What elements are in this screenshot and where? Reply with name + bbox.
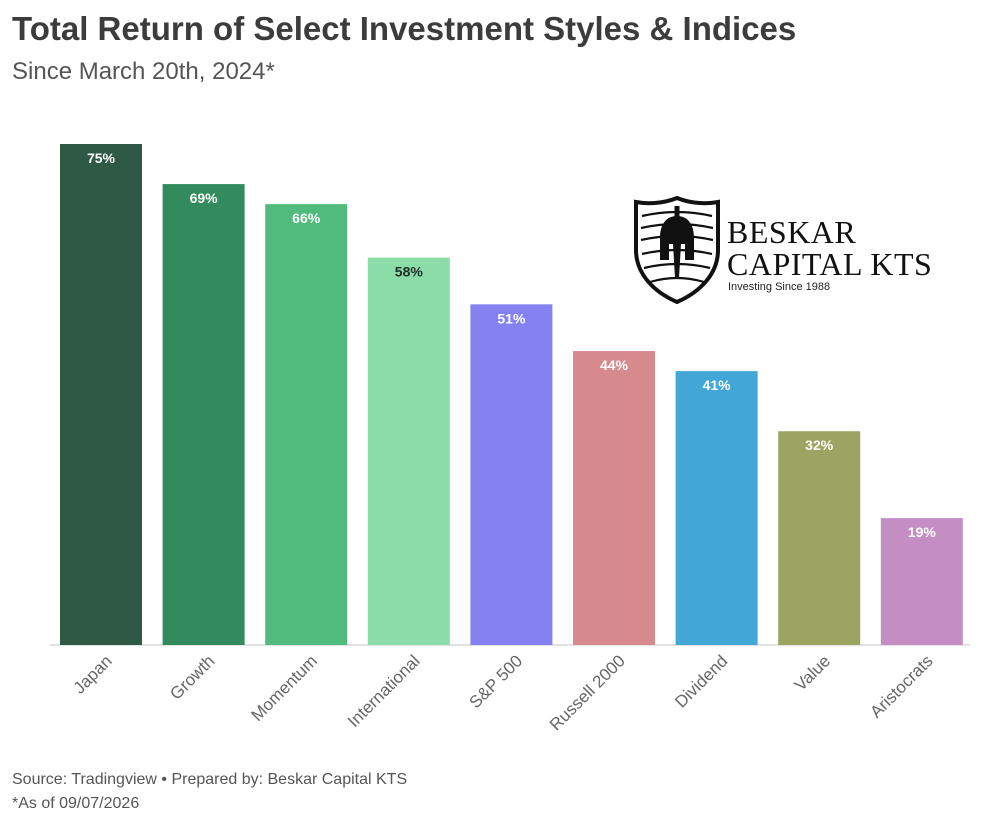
x-tick-label: International (344, 651, 424, 731)
chart-title: Total Return of Select Investment Styles… (12, 10, 797, 47)
bar-s-p-500 (470, 304, 553, 645)
bar-data-label: 41% (703, 377, 732, 393)
x-tick-label: Growth (166, 651, 218, 703)
footer-source: Source: Tradingview • Prepared by: Beska… (12, 771, 408, 788)
bar-data-label: 44% (600, 357, 629, 373)
bar-russell-2000 (573, 351, 655, 645)
footer-note: *As of 09/07/2026 (12, 795, 140, 812)
bar-data-label: 32% (805, 437, 834, 453)
spartan-helmet-shield-icon (634, 195, 720, 305)
bar-data-label: 51% (497, 310, 526, 326)
x-tick-label: Momentum (247, 651, 321, 725)
chart-subtitle: Since March 20th, 2024* (12, 58, 275, 85)
x-tick-label: Aristocrats (866, 651, 936, 721)
bar-data-label: 69% (190, 190, 219, 206)
x-tick-label: Dividend (671, 651, 731, 711)
bar-data-label: 75% (87, 150, 116, 166)
x-tick-label: S&P 500 (466, 651, 527, 712)
x-tick-label: Value (791, 651, 834, 694)
x-tick-label: Russell 2000 (546, 651, 629, 734)
bar-growth (162, 184, 245, 645)
bar-momentum (265, 204, 348, 645)
beskar-capital-logo: BESKAR CAPITAL KTS Investing Since 1988 (632, 194, 952, 306)
bar-data-label: 66% (292, 210, 321, 226)
bar-japan (60, 144, 142, 645)
x-tick-label: Japan (70, 651, 116, 697)
bar-aristocrats (880, 518, 963, 645)
bar-data-label: 58% (395, 264, 424, 280)
logo-tagline: Investing Since 1988 (728, 281, 831, 293)
bar-data-label: 19% (908, 524, 937, 540)
bar-international (367, 257, 450, 645)
bar-dividend (675, 371, 758, 645)
logo-name-line-1: BESKAR (727, 214, 857, 250)
bar-value (778, 431, 861, 645)
logo-name-line-2: CAPITAL KTS (727, 246, 933, 282)
